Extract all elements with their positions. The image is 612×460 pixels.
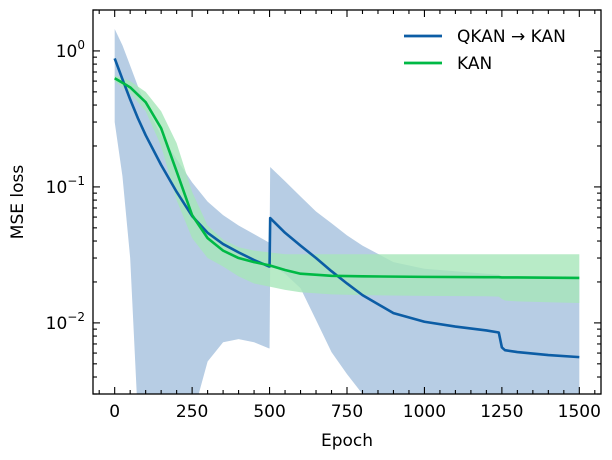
line-series-2 — [114, 77, 580, 280]
x-tick-label: 1500 — [558, 402, 601, 422]
y-axis-label: MSE loss — [8, 165, 28, 240]
x-tick-label: 250 — [176, 402, 208, 422]
x-tick-label: 500 — [253, 402, 285, 422]
confidence-bands — [114, 28, 580, 394]
x-tick-labels: 0 250 500 750 1000 1250 1500 — [109, 402, 601, 422]
axis-ticks — [93, 9, 601, 395]
x-tick-label: 750 — [331, 402, 363, 422]
band-series-2 — [114, 75, 580, 304]
x-tick-label: 0 — [109, 402, 120, 422]
y-tick-label: 100 — [56, 38, 85, 62]
x-axis-label: Epoch — [321, 431, 373, 451]
legend-label-1: QKAN → KAN — [457, 27, 566, 47]
plot-frame — [92, 9, 602, 395]
x-tick-label: 1000 — [403, 402, 446, 422]
y-tick-label: 10−1 — [46, 174, 85, 198]
line-series-1 — [113, 58, 580, 359]
band-series-1 — [114, 28, 580, 394]
legend: QKAN → KAN KAN — [404, 27, 566, 74]
legend-label-2: KAN — [457, 54, 492, 74]
y-tick-labels: 10−2 10−1 100 — [46, 38, 85, 334]
series-lines — [113, 58, 580, 359]
y-tick-label: 10−2 — [46, 310, 85, 334]
x-tick-label: 1250 — [480, 402, 523, 422]
